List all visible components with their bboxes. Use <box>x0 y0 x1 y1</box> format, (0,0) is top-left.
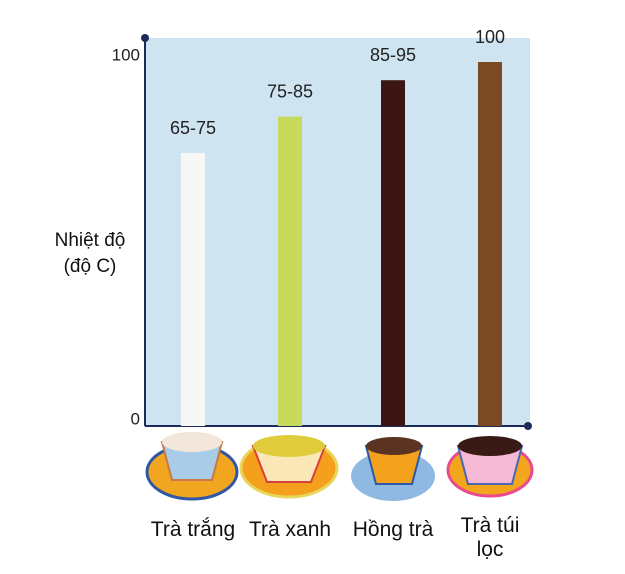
value-label: 100 <box>475 27 505 47</box>
bar <box>478 62 502 426</box>
bar <box>381 80 405 427</box>
plot-area <box>145 38 530 426</box>
category-label: Trà trắng <box>150 518 236 541</box>
category-label: Trà xanh <box>248 518 332 541</box>
cup-illustrations <box>145 432 534 501</box>
value-label: 65-75 <box>170 118 216 138</box>
category-label: Hồng trà <box>352 518 434 541</box>
y-tick-label: 100 <box>112 46 140 65</box>
y-tick-label: 0 <box>131 409 140 428</box>
axis-dot <box>524 422 532 430</box>
bar <box>181 153 205 426</box>
value-label: 85-95 <box>370 45 416 65</box>
bar <box>278 116 302 426</box>
value-label: 75-85 <box>267 81 313 101</box>
y-axis-label: Nhiệt độ (độ C) <box>54 230 126 277</box>
category-label: Trà túi lọc <box>460 514 520 561</box>
axis-dot <box>141 34 149 42</box>
